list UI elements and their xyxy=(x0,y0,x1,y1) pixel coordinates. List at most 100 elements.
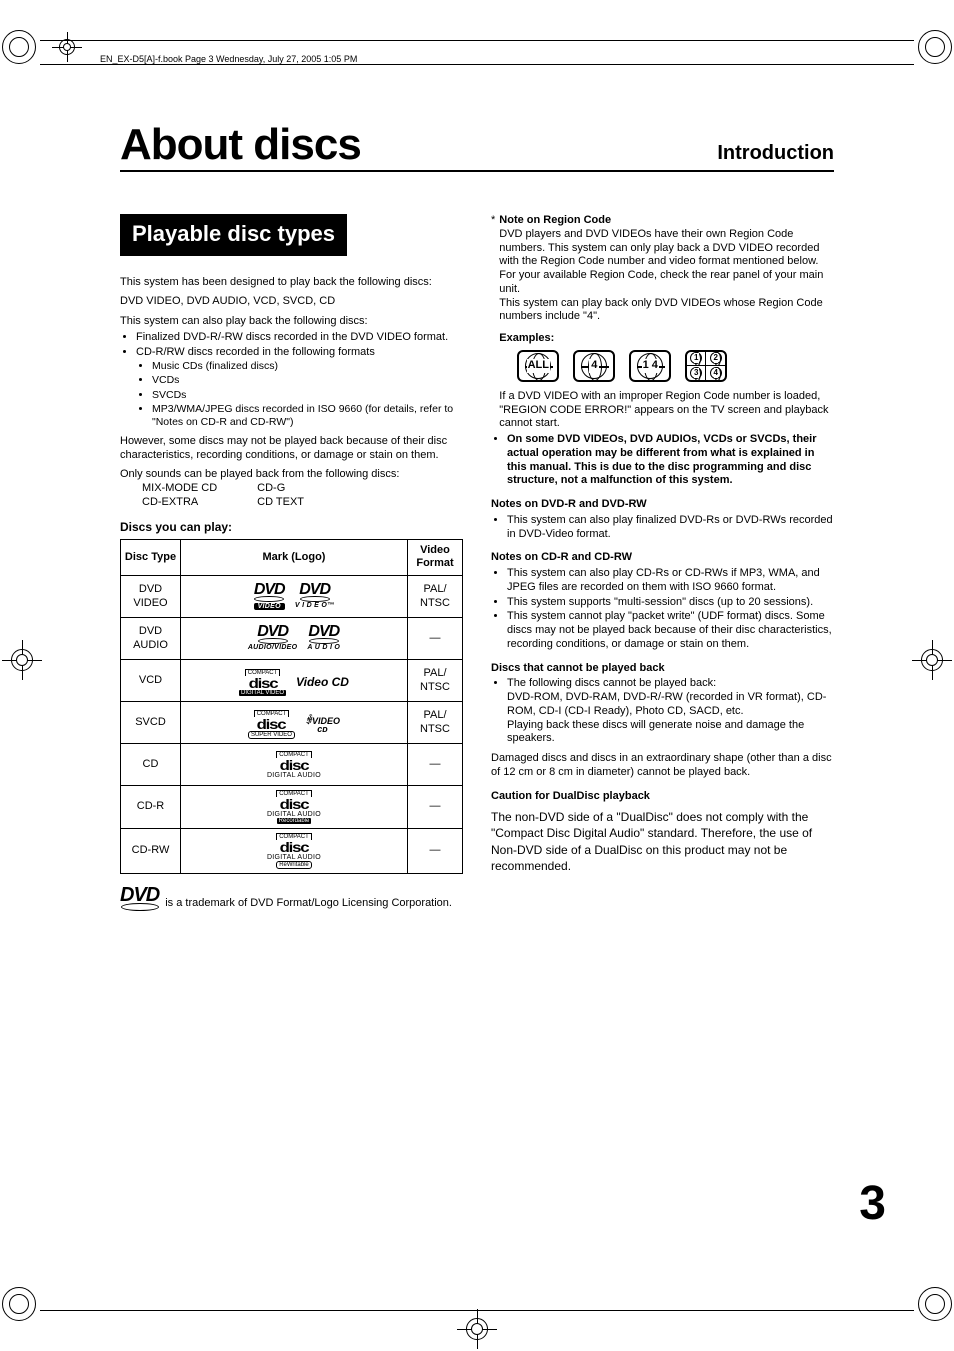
bullet-item: Finalized DVD-R/-RW discs recorded in th… xyxy=(136,331,463,345)
cd-supervideo-logo: COMPACTdiscSUPER VIDEO xyxy=(248,710,295,739)
table-row: CD COMPACTdiscDIGITAL AUDIO — xyxy=(121,744,463,786)
cell-type: CD-R xyxy=(121,786,181,829)
region-q: 2 xyxy=(714,353,718,363)
sub-bullets: Music CDs (finalized discs) VCDs SVCDs M… xyxy=(136,360,463,429)
dvd-trademark-logo: DVD xyxy=(120,888,159,911)
cell-logo: COMPACTdiscDIGITAL AUDIORecordable xyxy=(181,786,408,829)
th-format: Video Format xyxy=(408,539,463,576)
examples-label: Examples: xyxy=(499,332,834,346)
page-title: About discs xyxy=(120,120,361,170)
region-q: 1 xyxy=(694,353,698,363)
intro-2: DVD VIDEO, DVD AUDIO, VCD, SVCD, CD xyxy=(120,295,463,309)
cell-logo: COMPACTdiscDIGITAL VIDEO Video CD xyxy=(181,660,408,702)
cell-type: SVCD xyxy=(121,702,181,744)
cell-logo: COMPACTdiscDIGITAL AUDIOReWritable xyxy=(181,829,408,874)
cdr-bullet: This system can also play CD-Rs or CD-RW… xyxy=(507,567,834,595)
cell-type: DVD AUDIO xyxy=(121,618,181,660)
region-label: 1 4 xyxy=(642,359,659,373)
crop-ring-tl xyxy=(2,30,36,64)
title-row: About discs Introduction xyxy=(120,120,834,172)
cell-format: — xyxy=(408,744,463,786)
region-body: DVD players and DVD VIDEOs have their ow… xyxy=(499,228,834,324)
cannot-noise: Playing back these discs will generate n… xyxy=(507,719,804,745)
reg-mark-bottom xyxy=(457,1309,497,1349)
only-sounds: Only sounds can be played back from the … xyxy=(120,468,463,482)
trademark-text: is a trademark of DVD Format/Logo Licens… xyxy=(165,897,452,911)
cdr-bullet: This system cannot play "packet write" (… xyxy=(507,610,834,651)
bullet-text: CD-R/RW discs recorded in the following … xyxy=(136,346,375,358)
page-container: EN_EX-D5[A]-f.book Page 3 Wednesday, Jul… xyxy=(0,0,954,1351)
dvd-video-logo-alt: DVDV I D E O™ xyxy=(295,584,335,609)
cdr-bullet: This system supports "multi-session" dis… xyxy=(507,596,834,610)
right-column: * Note on Region Code DVD players and DV… xyxy=(491,214,834,911)
page-number: 3 xyxy=(859,1176,886,1231)
region-14-icon: 1 4 xyxy=(629,350,671,382)
cd-rewritable-logo: COMPACTdiscDIGITAL AUDIOReWritable xyxy=(184,833,404,869)
dualdisc-heading: Caution for DualDisc playback xyxy=(491,790,834,804)
cd-digitalaudio-logo: COMPACTdiscDIGITAL AUDIO xyxy=(184,751,404,779)
cell-type: CD-RW xyxy=(121,829,181,874)
cell-format: PAL/ NTSC xyxy=(408,576,463,618)
table-header-row: Disc Type Mark (Logo) Video Format xyxy=(121,539,463,576)
th-type: Disc Type xyxy=(121,539,181,576)
dvd-audio-logo: DVDA U D I O xyxy=(307,626,340,651)
region-4-icon: 4 xyxy=(573,350,615,382)
sound-type: MIX-MODE CD xyxy=(142,482,217,496)
sub-item: SVCDs xyxy=(152,389,463,402)
section-label: Introduction xyxy=(717,142,834,165)
cell-format: — xyxy=(408,786,463,829)
crop-ring-bl xyxy=(2,1287,36,1321)
cell-logo: DVDAUDIO/VIDEO DVDA U D I O xyxy=(181,618,408,660)
table-row: VCD COMPACTdiscDIGITAL VIDEO Video CD PA… xyxy=(121,660,463,702)
dualdisc-body: The non-DVD side of a "DualDisc" does no… xyxy=(491,809,834,874)
region-label: ALL xyxy=(527,359,550,373)
table-row: SVCD COMPACTdiscSUPER VIDEO ꌢVIDEOᴄᴅ PAL… xyxy=(121,702,463,744)
columns: Playable disc types This system has been… xyxy=(120,184,834,911)
crop-ring-tr xyxy=(918,30,952,64)
th-logo: Mark (Logo) xyxy=(181,539,408,576)
dvdr-bullet: This system can also play finalized DVD-… xyxy=(507,514,834,542)
also-line: This system can also play back the follo… xyxy=(120,315,463,329)
region-q: 3 xyxy=(694,368,698,378)
book-info: EN_EX-D5[A]-f.book Page 3 Wednesday, Jul… xyxy=(100,54,357,64)
left-column: Playable disc types This system has been… xyxy=(120,184,463,911)
cannot-list: DVD-ROM, DVD-RAM, DVD-R/-RW (recorded in… xyxy=(507,691,826,717)
region-quad-icon: 1 2 3 4 xyxy=(685,350,727,382)
reg-mark-right xyxy=(912,640,952,680)
videocd-text-logo: Video CD xyxy=(296,675,349,690)
cell-type: DVD VIDEO xyxy=(121,576,181,618)
sounds-grid: MIX-MODE CD CD-EXTRA CD-G CD TEXT xyxy=(142,482,463,510)
cdr-heading: Notes on CD-R and CD-RW xyxy=(491,551,834,565)
cell-logo: COMPACTdiscDIGITAL AUDIO xyxy=(181,744,408,786)
cell-format: — xyxy=(408,829,463,874)
sound-type: CD-EXTRA xyxy=(142,496,217,510)
svideo-cd-logo: ꌢVIDEOᴄᴅ xyxy=(305,717,340,733)
table-row: DVD AUDIO DVDAUDIO/VIDEO DVDA U D I O — xyxy=(121,618,463,660)
banner-playable: Playable disc types xyxy=(120,214,347,256)
dvd-video-logo: DVDVIDEO xyxy=(254,584,285,610)
sub-item: MP3/WMA/JPEG discs recorded in ISO 9660 … xyxy=(152,403,463,429)
cell-logo: DVDVIDEO DVDV I D E O™ xyxy=(181,576,408,618)
cell-format: PAL/ NTSC xyxy=(408,702,463,744)
reg-mark-top-small xyxy=(52,32,82,62)
region-heading: Note on Region Code xyxy=(499,214,834,228)
region-icons-row: ALL 4 1 4 1 2 3 4 xyxy=(517,350,834,382)
sound-type: CD TEXT xyxy=(257,496,304,510)
dvdr-heading: Notes on DVD-R and DVD-RW xyxy=(491,498,834,512)
sub-item: Music CDs (finalized discs) xyxy=(152,360,463,373)
cell-format: PAL/ NTSC xyxy=(408,660,463,702)
table-row: CD-RW COMPACTdiscDIGITAL AUDIOReWritable… xyxy=(121,829,463,874)
region-all-icon: ALL xyxy=(517,350,559,382)
cd-recordable-logo: COMPACTdiscDIGITAL AUDIORecordable xyxy=(184,790,404,824)
dvd-audiovideo-logo: DVDAUDIO/VIDEO xyxy=(248,626,298,651)
cell-type: CD xyxy=(121,744,181,786)
sub-item: VCDs xyxy=(152,374,463,387)
table-row: CD-R COMPACTdiscDIGITAL AUDIORecordable … xyxy=(121,786,463,829)
region-error: If a DVD VIDEO with an improper Region C… xyxy=(499,390,834,431)
however-text: However, some discs may not be played ba… xyxy=(120,435,463,463)
cd-digitalvideo-logo: COMPACTdiscDIGITAL VIDEO xyxy=(239,669,286,696)
disc-table: Disc Type Mark (Logo) Video Format DVD V… xyxy=(120,539,463,875)
table-title: Discs you can play: xyxy=(120,520,463,535)
reg-mark-left xyxy=(2,640,42,680)
cannot-bullet: The following discs cannot be played bac… xyxy=(507,677,834,746)
